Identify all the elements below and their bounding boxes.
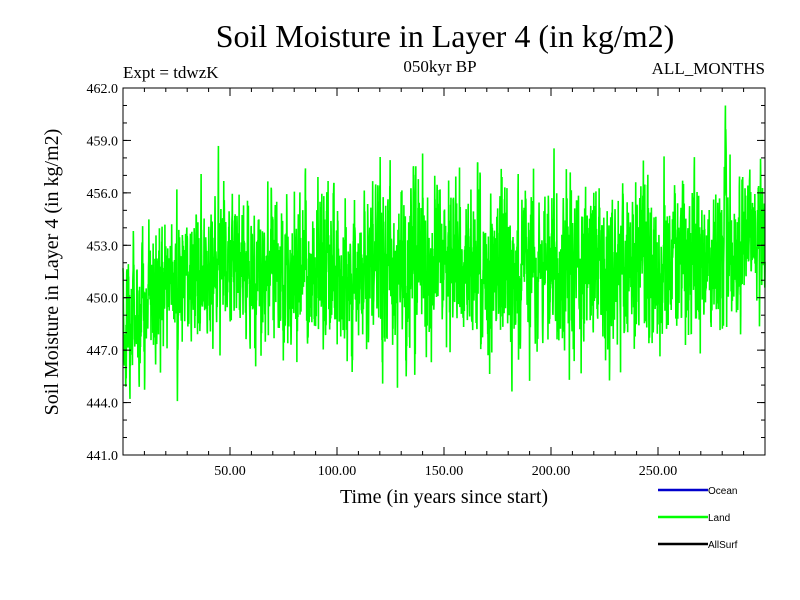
- y-tick-label: 456.0: [87, 187, 119, 202]
- x-tick-label: 100.00: [318, 464, 357, 479]
- y-tick-label: 462.0: [87, 82, 119, 97]
- y-tick-label: 459.0: [87, 134, 119, 149]
- y-axis-label: Soil Moisture in Layer 4 (in kg/m2): [41, 129, 63, 416]
- x-tick-label: 250.00: [639, 464, 678, 479]
- legend: Ocean Land AllSurf: [658, 486, 738, 551]
- legend-label-ocean: Ocean: [708, 486, 737, 497]
- x-axis: 50.00 100.00 150.00 200.00 250.00: [143, 88, 745, 479]
- legend-label-land: Land: [708, 513, 730, 524]
- x-axis-label: Time (in years since start): [340, 486, 548, 508]
- y-tick-label: 450.0: [87, 292, 119, 307]
- experiment-label: Expt = tdwzK: [123, 63, 219, 82]
- y-tick-label: 444.0: [87, 397, 119, 412]
- period-label: 050kyr BP: [403, 57, 476, 76]
- y-tick-label: 453.0: [87, 239, 119, 254]
- x-tick-label: 200.00: [532, 464, 571, 479]
- months-label: ALL_MONTHS: [652, 59, 765, 78]
- y-axis: 441.0 444.0 447.0 450.0 453.0 456.0 459.0 462.0: [87, 82, 765, 464]
- x-tick-label: 150.00: [425, 464, 464, 479]
- x-tick-label: 50.00: [214, 464, 246, 479]
- y-tick-label: 447.0: [87, 344, 119, 359]
- legend-label-allsurf: AllSurf: [708, 540, 738, 551]
- chart-title: Soil Moisture in Layer 4 (in kg/m2): [216, 18, 675, 54]
- y-tick-label: 441.0: [87, 449, 119, 464]
- series-line-land: [122, 105, 766, 402]
- plot-area: [122, 105, 766, 402]
